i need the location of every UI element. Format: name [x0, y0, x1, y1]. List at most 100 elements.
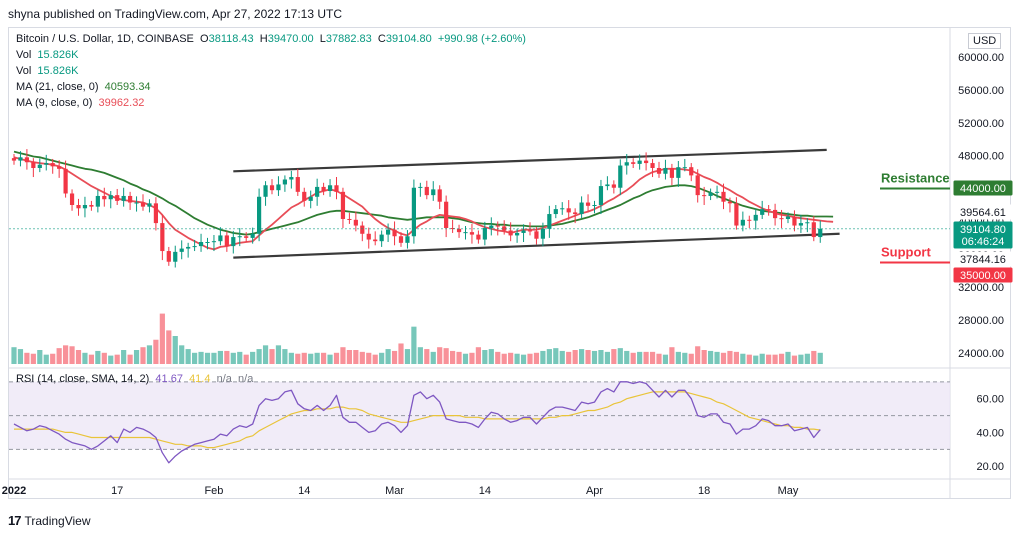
tradingview-logo-icon: 17 — [8, 513, 22, 528]
volume-bar — [430, 351, 436, 364]
legend-row-ma21: MA (21, close, 0) 40593.34 — [16, 81, 151, 93]
candle-body — [734, 203, 739, 226]
candle-body — [695, 175, 700, 196]
candle-body — [69, 193, 75, 205]
candle-body — [811, 222, 816, 238]
candle-body — [89, 205, 94, 207]
candle-body — [714, 191, 720, 193]
candle-body — [585, 202, 591, 206]
volume-bar — [82, 352, 88, 364]
candle-body — [334, 185, 339, 192]
candle-body — [805, 222, 810, 224]
candle-body — [108, 195, 113, 200]
rsi-tick-label: 20.00 — [976, 461, 1004, 473]
volume-bar — [108, 355, 114, 364]
volume-bar — [720, 352, 727, 364]
candle-body — [579, 202, 584, 215]
candle-body — [282, 179, 287, 185]
candle-body — [663, 168, 668, 174]
time-tick-label: 14 — [298, 485, 310, 497]
candle-body — [147, 203, 152, 207]
vol-label-2: Vol — [16, 65, 32, 77]
volume-bar — [153, 339, 159, 364]
currency-button[interactable]: USD — [968, 33, 1002, 49]
volume-bar — [288, 352, 294, 364]
volume-bar — [695, 346, 701, 364]
volume-bar — [353, 350, 359, 364]
publisher-line: shyna published on TradingView.com, Apr … — [8, 7, 342, 21]
candle-body — [456, 228, 462, 233]
candle-body — [489, 225, 494, 229]
candle-body — [295, 177, 300, 192]
level-layer: Resistance Support — [9, 171, 950, 264]
candle-body — [618, 165, 623, 188]
candle-body — [63, 168, 68, 194]
volume-bar — [359, 351, 365, 364]
volume-bar — [333, 352, 340, 364]
candle-body — [411, 187, 416, 237]
volume-bar — [656, 353, 662, 364]
candle-body — [798, 223, 803, 226]
candle-body — [379, 234, 384, 242]
volume-bar — [482, 350, 488, 364]
price-tick-label: 24000.00 — [958, 348, 1004, 360]
candle-body — [347, 218, 352, 220]
volume-bar — [114, 354, 120, 364]
volume-bar — [675, 351, 681, 364]
candle-body — [469, 232, 475, 235]
candle-body — [747, 219, 752, 221]
volume-bar — [643, 351, 649, 364]
candle-body — [192, 246, 197, 248]
low-label: L — [319, 33, 326, 45]
candle-body — [179, 248, 184, 252]
price-badge — [953, 251, 1013, 267]
open-value: 38118.43 — [208, 33, 254, 45]
volume-bar — [211, 352, 217, 364]
candle-body — [592, 205, 597, 206]
volume-bar — [688, 353, 694, 364]
candle-body — [231, 237, 236, 247]
volume-bar — [759, 353, 765, 364]
volume-bar — [192, 352, 198, 364]
candle-body — [244, 236, 249, 238]
candle-body — [128, 195, 133, 203]
volume-bar — [566, 351, 572, 364]
volume-bar — [372, 354, 378, 364]
rsi-sma-value: 41.4 — [189, 373, 211, 385]
rsi-na-1: n/a — [216, 373, 232, 385]
candle-body — [250, 233, 255, 238]
candle-body — [773, 209, 778, 219]
candle-body — [598, 186, 604, 205]
volume-bar — [727, 350, 733, 364]
volume-bar — [740, 353, 746, 364]
volume-bar — [456, 351, 462, 364]
candle-body — [424, 186, 429, 196]
candle-body — [527, 230, 533, 232]
volume-bar — [404, 349, 411, 364]
candle-body — [644, 160, 649, 164]
price-badge-text: 39104.80 — [960, 224, 1006, 236]
vol-label: Vol — [16, 49, 32, 61]
time-tick-label: Apr — [586, 485, 603, 497]
candle-body — [656, 168, 662, 174]
price-badge-text: 39564.61 — [960, 207, 1006, 219]
candle-body — [463, 232, 468, 234]
symbol-name[interactable]: Bitcoin / U.S. Dollar, 1D, COINBASE — [16, 33, 194, 45]
channel-upper-line — [233, 148, 827, 173]
countdown-text: 06:46:24 — [962, 236, 1005, 248]
candle-body — [624, 162, 629, 166]
candle-body — [308, 196, 313, 201]
volume-bar — [275, 345, 282, 364]
ma21-label: MA (21, close, 0) — [16, 81, 99, 93]
candle-body — [173, 251, 178, 262]
candle-body — [224, 235, 229, 247]
footer-brand[interactable]: 17 TradingView — [8, 513, 91, 528]
volume-bar — [585, 350, 591, 364]
candle-body — [766, 209, 771, 211]
volume-bar — [630, 352, 636, 364]
volume-bar — [450, 350, 456, 364]
volume-bar — [185, 349, 191, 364]
support-label: Support — [881, 245, 931, 260]
volume-bar — [520, 354, 527, 364]
